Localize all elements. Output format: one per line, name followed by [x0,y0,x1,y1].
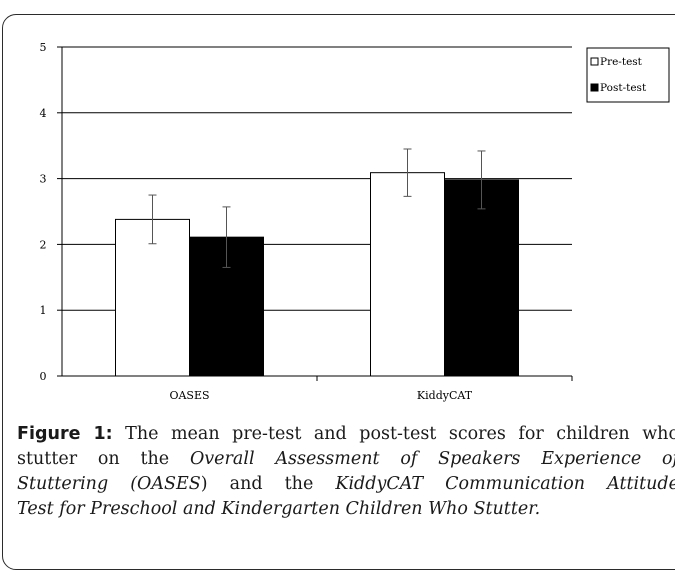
caption-label: Figure 1: [17,424,113,444]
bar-chart: 0 1 2 3 4 5 OASES KiddyCAT Pre-test Post-test [40,41,670,402]
legend-box [586,47,670,103]
legend: Pre-test Post-test [586,47,670,103]
figure-caption: Figure 1: The mean pre-test and post-tes… [17,422,675,522]
bars [115,172,519,377]
caption-line-3: Stuttering (OASES) and the KiddyCAT Comm… [17,472,675,497]
figure-frame [2,14,675,570]
caption-italic-2: Overall Assessment of Speakers Experienc… [189,449,675,469]
legend-swatch-pre-test [590,57,599,66]
caption-italic-3a: Stuttering (OASES [17,474,201,494]
y-tick-labels: 0 1 2 3 4 5 [40,41,47,383]
legend-label-pre-test: Pre-test [600,56,643,68]
y-tick-label-0: 0 [40,370,47,383]
caption-italic-4: Test for Preschool and Kindergarten Chil… [17,499,541,519]
y-tick-label-5: 5 [40,41,47,54]
caption-line-1: Figure 1: The mean pre-test and post-tes… [17,422,675,447]
legend-swatch-post-test [590,83,599,92]
y-tick-label-1: 1 [40,304,47,317]
caption-line-2: stutter on the Overall Assessment of Spe… [17,447,675,472]
legend-label-post-test: Post-test [600,82,647,94]
x-tick-label-oases: OASES [169,389,209,402]
caption-text-1: The mean pre-test and post-test scores f… [112,424,675,444]
bar-kiddycat-pre-test [370,172,445,377]
caption-text-2: stutter on the [17,449,190,469]
x-tick-labels: OASES KiddyCAT [169,389,472,402]
y-tick-label-4: 4 [40,107,47,120]
y-tick-label-3: 3 [40,173,47,186]
y-tick-label-2: 2 [40,238,47,251]
error-bars [148,148,486,268]
x-tick-label-kiddycat: KiddyCAT [417,389,473,402]
caption-text-3: ) and the [200,474,336,494]
caption-line-4: Test for Preschool and Kindergarten Chil… [17,497,675,522]
axes [57,46,573,381]
caption-italic-3b: KiddyCAT Communication Attitude [335,474,675,494]
